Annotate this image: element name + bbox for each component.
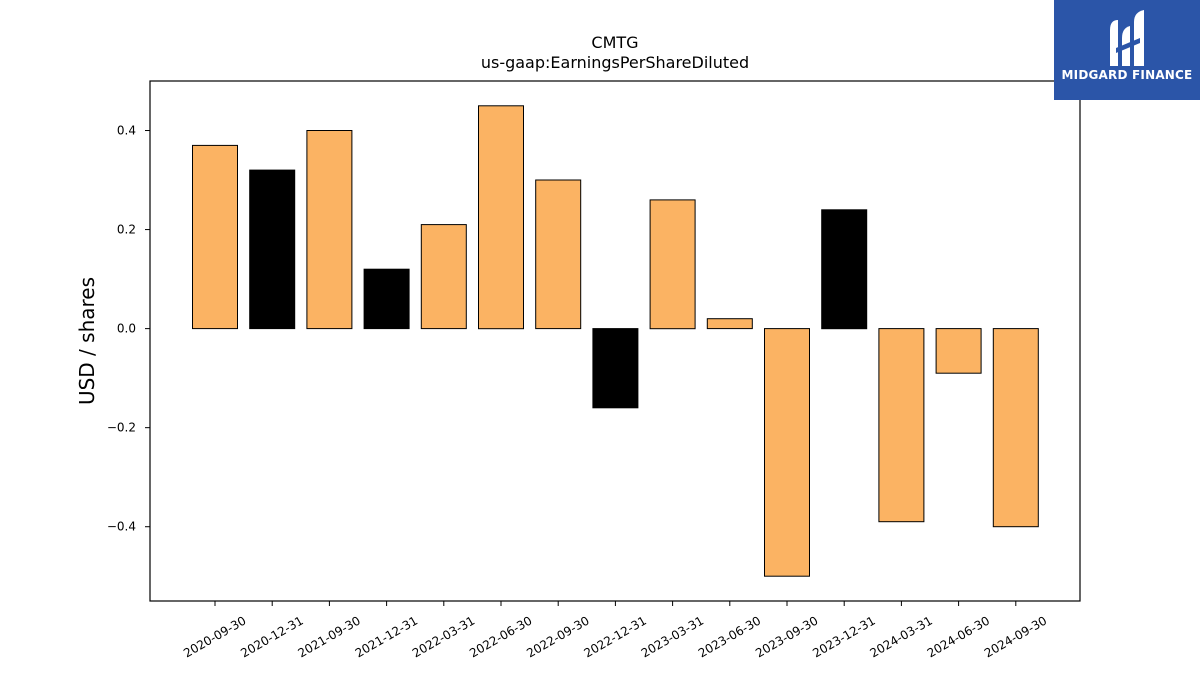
x-tick-label: 2020-09-30 [181,613,248,660]
brand-name: MIDGARD FINANCE [1061,68,1193,82]
x-tick-label: 2024-06-30 [925,613,992,660]
bar-2024-06-30 [935,328,982,374]
bar-2024-09-30 [992,328,1039,528]
midgard-m-logo-icon [1110,10,1144,66]
x-tick-label: 2022-12-31 [581,613,648,660]
bars-layer [192,105,1039,577]
x-tick-label: 2021-12-31 [353,613,420,660]
bar-2023-06-30 [706,318,753,330]
bar-2022-09-30 [535,179,582,330]
x-tick-label: 2023-03-31 [639,613,706,660]
y-tick-label: 0.2 [117,223,136,237]
chart-subtitle: us-gaap:EarningsPerShareDiluted [481,53,749,72]
bar-2024-03-31 [878,328,925,523]
y-axis-ticks: −0.4 −0.2 0.0 0.2 0.4 [107,124,150,534]
x-tick-label: 2022-06-30 [467,613,534,660]
brand-logo: MIDGARD FINANCE [1054,0,1200,100]
x-tick-label: 2023-09-30 [753,613,820,660]
bar-2023-09-30 [764,328,810,577]
bar-2022-06-30 [478,105,524,330]
y-axis-label: USD / shares [75,277,99,405]
x-axis-ticks: 2020-09-302020-12-312021-09-302021-12-31… [181,601,1049,660]
x-tick-label: 2020-12-31 [238,613,305,660]
bar-2020-09-30 [192,144,238,330]
x-tick-label: 2024-09-30 [982,613,1049,660]
x-tick-label: 2022-09-30 [524,613,591,660]
chart-title: CMTG [591,33,638,52]
y-tick-label: 0.0 [117,322,136,336]
x-tick-label: 2022-03-31 [410,613,477,660]
x-tick-label: 2021-09-30 [295,613,362,660]
bar-2023-12-31 [821,209,868,330]
bar-2021-12-31 [363,268,410,330]
x-tick-label: 2023-06-30 [696,613,763,660]
bar-2023-03-31 [649,199,696,330]
bar-2022-03-31 [420,224,467,330]
bar-2021-09-30 [306,130,353,330]
y-tick-label: −0.4 [107,520,136,534]
x-tick-label: 2024-03-31 [867,613,934,660]
x-tick-label: 2023-12-31 [810,613,877,660]
bar-2020-12-31 [249,169,296,330]
bar-2022-12-31 [592,328,639,409]
y-tick-label: −0.2 [107,421,136,435]
y-tick-label: 0.4 [117,124,136,138]
